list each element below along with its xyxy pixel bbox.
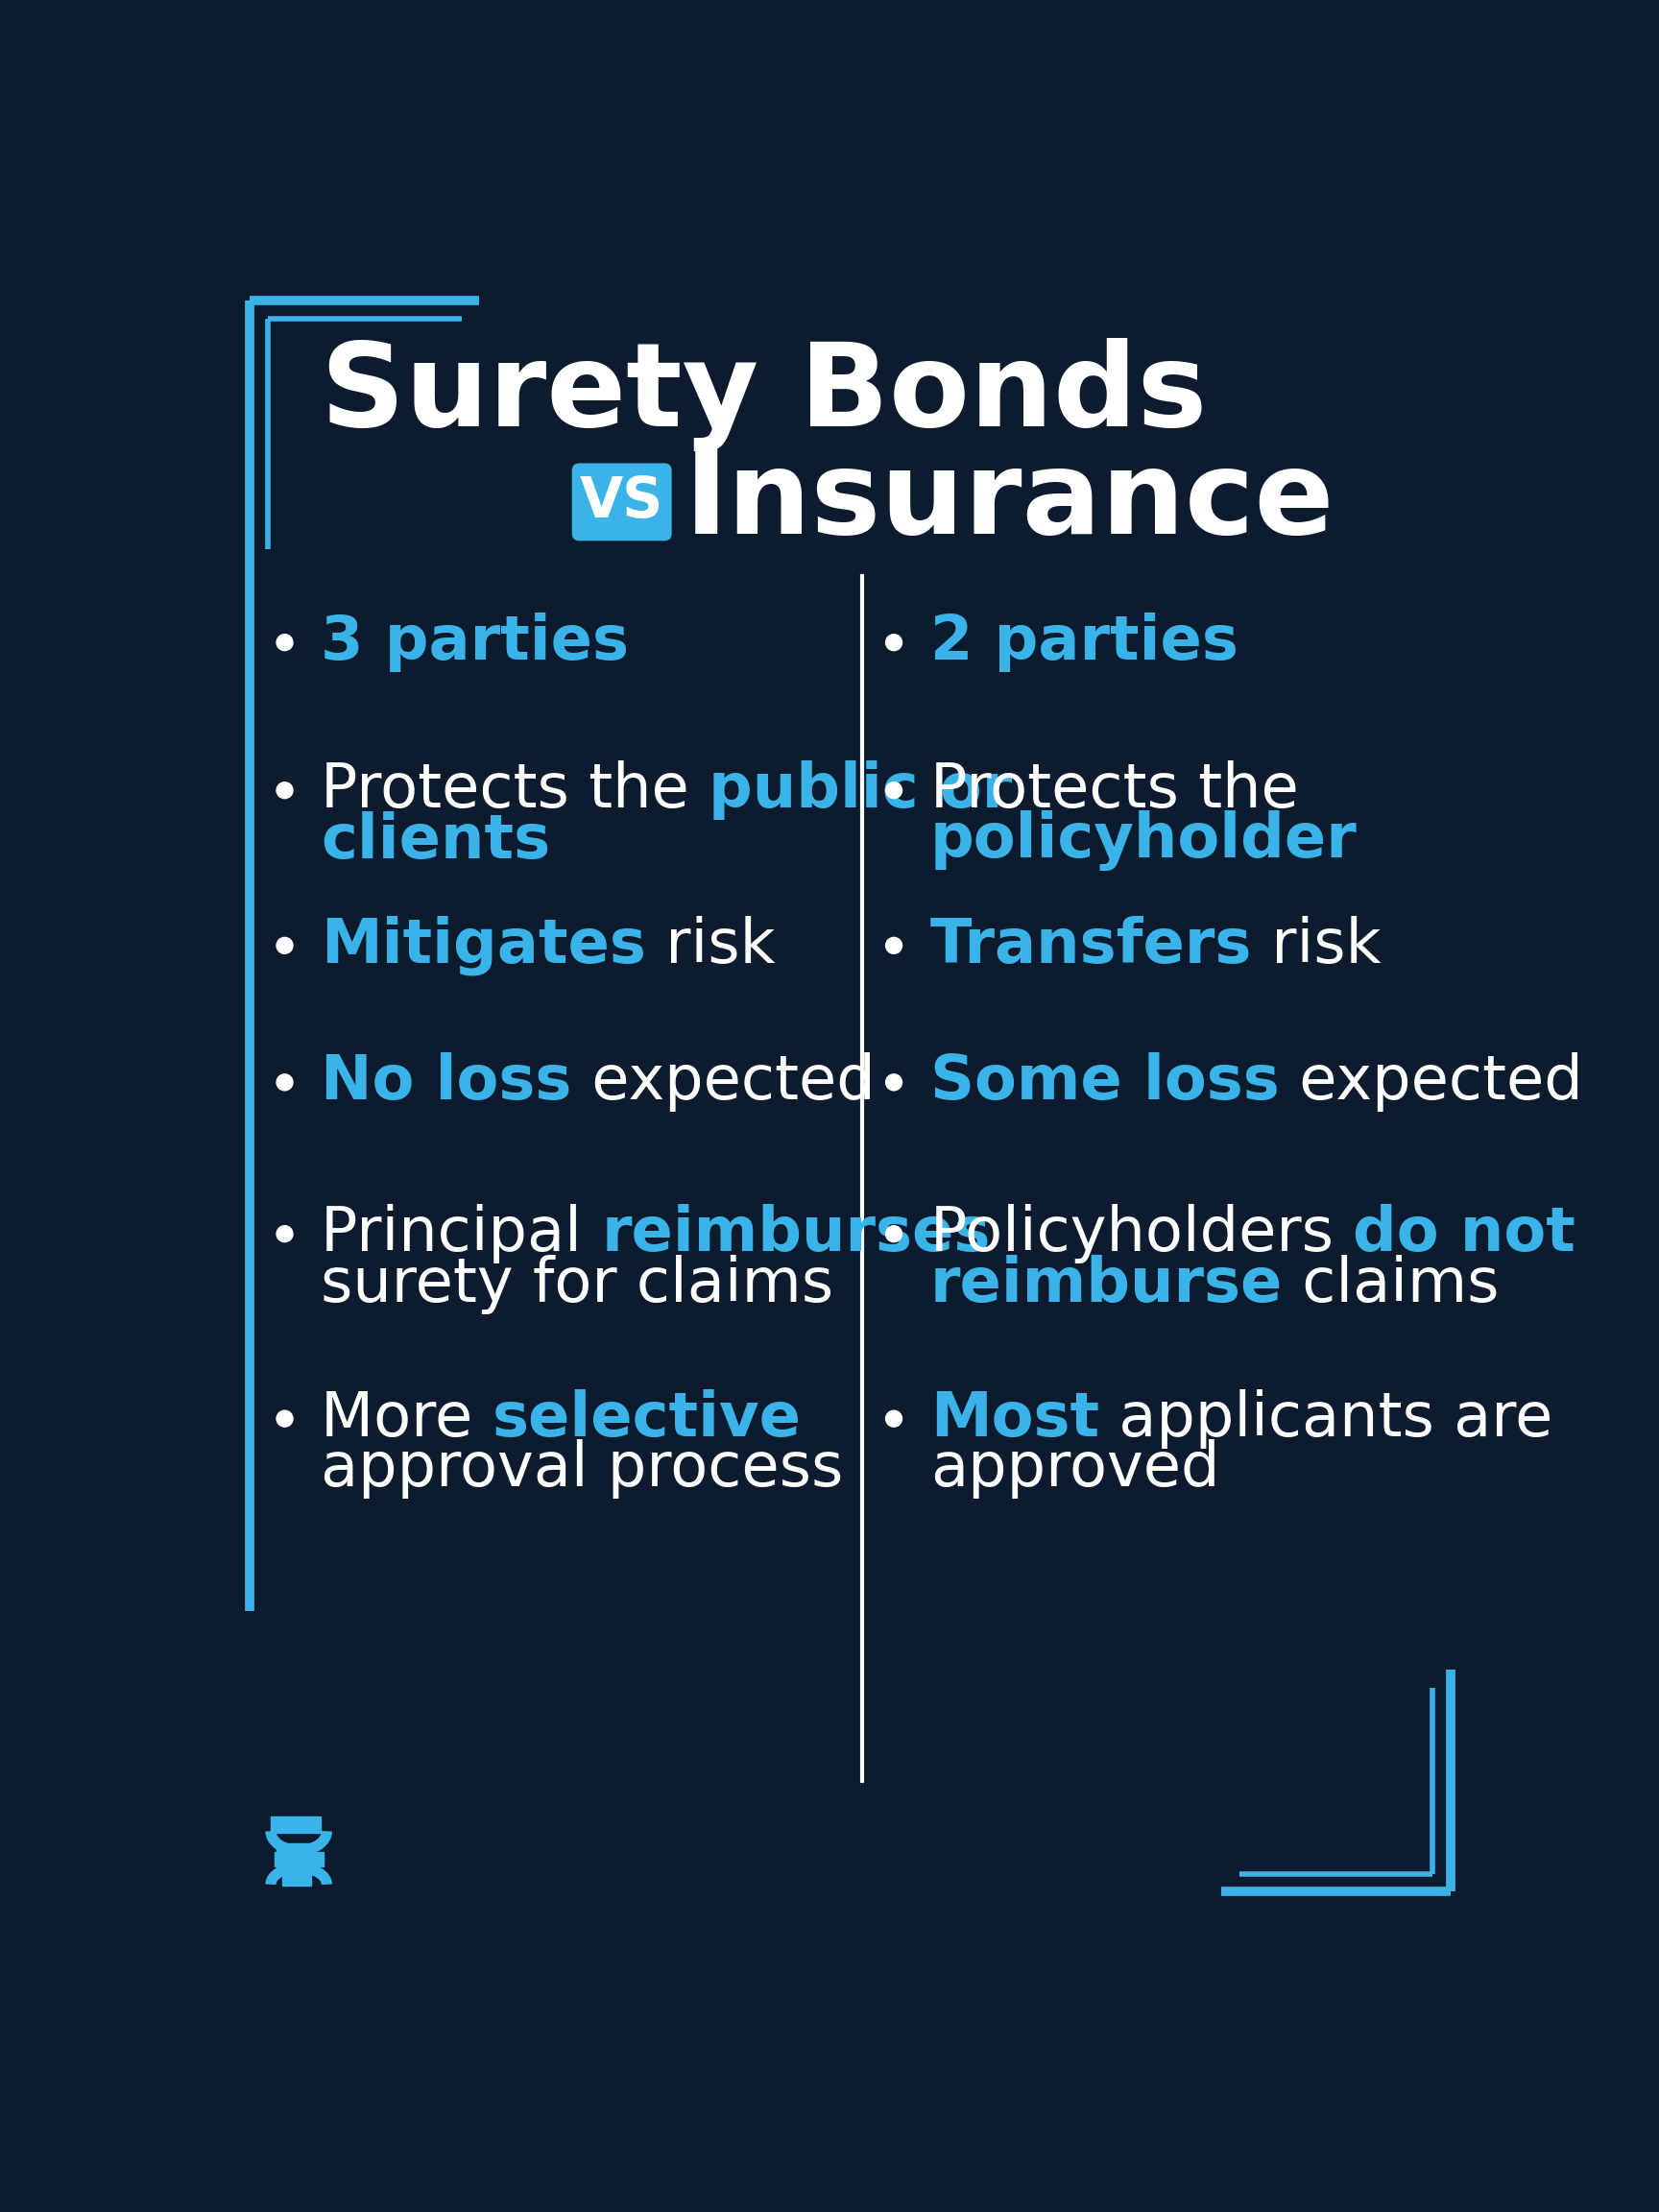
Bar bbox=[274, 1851, 324, 1867]
Text: Protects the: Protects the bbox=[931, 761, 1299, 821]
Text: approved: approved bbox=[931, 1440, 1219, 1500]
Text: public or: public or bbox=[708, 761, 1012, 821]
Text: risk: risk bbox=[647, 916, 775, 975]
Text: Policyholders: Policyholders bbox=[931, 1203, 1352, 1263]
Text: risk: risk bbox=[1253, 916, 1382, 975]
Circle shape bbox=[277, 1225, 294, 1241]
Bar bbox=[282, 1869, 310, 1887]
Text: expected: expected bbox=[1279, 1053, 1583, 1113]
Text: Some loss: Some loss bbox=[931, 1053, 1279, 1113]
Text: reimburse: reimburse bbox=[931, 1254, 1282, 1314]
Text: expected: expected bbox=[572, 1053, 874, 1113]
Text: applicants are: applicants are bbox=[1100, 1389, 1553, 1449]
Text: No loss: No loss bbox=[320, 1053, 572, 1113]
Circle shape bbox=[886, 783, 902, 799]
Text: policyholder: policyholder bbox=[931, 810, 1357, 872]
Text: reimburses: reimburses bbox=[602, 1203, 990, 1263]
Text: More: More bbox=[320, 1389, 493, 1449]
Circle shape bbox=[886, 1225, 902, 1241]
Text: claims: claims bbox=[1282, 1254, 1500, 1314]
Text: Surety Bonds: Surety Bonds bbox=[320, 338, 1208, 451]
Text: clients: clients bbox=[320, 812, 551, 869]
Circle shape bbox=[277, 783, 294, 799]
Text: 3 parties: 3 parties bbox=[320, 613, 629, 672]
Circle shape bbox=[277, 938, 294, 953]
Circle shape bbox=[886, 1075, 902, 1091]
Text: Principal: Principal bbox=[320, 1203, 602, 1263]
Circle shape bbox=[886, 1411, 902, 1427]
Text: do not: do not bbox=[1352, 1203, 1576, 1263]
Text: selective: selective bbox=[493, 1389, 801, 1449]
Circle shape bbox=[886, 938, 902, 953]
Circle shape bbox=[277, 1075, 294, 1091]
Text: approval process: approval process bbox=[320, 1440, 843, 1500]
Text: 2 parties: 2 parties bbox=[931, 613, 1238, 672]
Text: surety for claims: surety for claims bbox=[320, 1254, 834, 1314]
Text: Insurance: Insurance bbox=[685, 447, 1335, 557]
Text: Mitigates: Mitigates bbox=[320, 916, 647, 975]
Circle shape bbox=[277, 1411, 294, 1427]
Bar bbox=[270, 1816, 320, 1834]
FancyBboxPatch shape bbox=[572, 462, 672, 540]
Text: VS: VS bbox=[581, 476, 664, 529]
Circle shape bbox=[886, 635, 902, 650]
Text: Transfers: Transfers bbox=[931, 916, 1253, 975]
Text: Most: Most bbox=[931, 1389, 1100, 1449]
Text: Protects the: Protects the bbox=[320, 761, 708, 821]
Bar bbox=[277, 1843, 315, 1860]
Circle shape bbox=[277, 635, 294, 650]
